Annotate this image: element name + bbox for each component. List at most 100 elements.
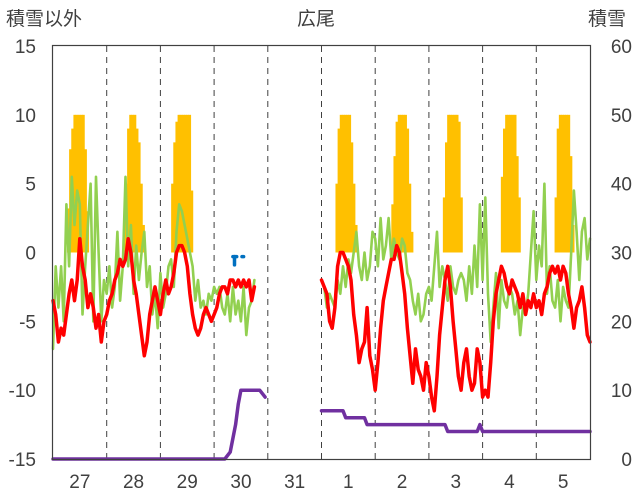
snow-bar bbox=[184, 114, 187, 253]
snow-bar bbox=[449, 114, 453, 253]
snow-bar bbox=[190, 190, 194, 253]
x-tick-label: 3 bbox=[450, 472, 461, 493]
snow-bar bbox=[554, 197, 558, 253]
x-tick-label: 29 bbox=[177, 472, 198, 493]
snow-bar bbox=[188, 114, 192, 253]
right-tick-label: 50 bbox=[611, 106, 632, 127]
series-line bbox=[319, 409, 592, 434]
snow-bar bbox=[395, 121, 399, 253]
snow-bar bbox=[558, 114, 562, 253]
snow-bar bbox=[77, 114, 81, 253]
snow-bar bbox=[565, 114, 569, 253]
snow-bar bbox=[447, 114, 450, 253]
x-tick-label: 2 bbox=[397, 472, 408, 493]
snow-bar bbox=[352, 183, 356, 253]
snow-bar bbox=[73, 114, 77, 253]
snow-bar bbox=[455, 114, 459, 253]
snow-bar bbox=[397, 114, 401, 253]
snow-bar bbox=[129, 114, 133, 253]
snow-bar bbox=[79, 114, 83, 253]
snow-bar bbox=[442, 197, 446, 253]
x-tick-label: 5 bbox=[558, 472, 569, 493]
chart-title: 広尾 bbox=[297, 8, 335, 30]
snow-bar bbox=[346, 114, 349, 253]
snow-bar bbox=[341, 114, 345, 253]
snow-bar bbox=[503, 128, 506, 253]
snow-bar bbox=[515, 156, 519, 253]
snow-bar bbox=[139, 183, 143, 253]
snow-bar bbox=[567, 114, 571, 253]
x-tick-label: 30 bbox=[230, 472, 251, 493]
x-tick-label: 28 bbox=[123, 472, 144, 493]
series-line bbox=[319, 243, 592, 413]
left-tick-label: 5 bbox=[25, 175, 36, 196]
snow-bar bbox=[457, 121, 461, 253]
right-tick-label: 20 bbox=[611, 312, 632, 333]
x-tick-label: 27 bbox=[69, 472, 90, 493]
snow-bar bbox=[75, 114, 79, 253]
snow-bar bbox=[179, 114, 183, 253]
right-axis-ticks: 60 50 40 30 20 10 0 bbox=[611, 37, 632, 471]
left-tick-label: -5 bbox=[19, 312, 36, 333]
left-axis-ticks: 15 10 5 0 -5 -10 -15 bbox=[9, 37, 36, 471]
left-tick-label: 10 bbox=[15, 106, 36, 127]
snow-bar bbox=[509, 114, 513, 253]
x-tick-label: 4 bbox=[504, 472, 515, 493]
snow-bar bbox=[335, 183, 339, 253]
snow-bar bbox=[511, 114, 515, 253]
snow-bar bbox=[171, 183, 174, 253]
snow-bar bbox=[404, 114, 407, 253]
snow-bar bbox=[186, 114, 189, 253]
snow-bar bbox=[135, 128, 139, 253]
snow-bar bbox=[518, 197, 521, 253]
snow-bar bbox=[571, 224, 575, 253]
snow-bar bbox=[500, 176, 504, 253]
snow-bar bbox=[173, 142, 177, 253]
left-tick-label: -10 bbox=[9, 381, 36, 402]
snow-bar bbox=[507, 114, 511, 253]
snow-bar bbox=[84, 149, 87, 253]
x-tick-label: 1 bbox=[343, 472, 354, 493]
snow-bar bbox=[181, 114, 185, 253]
right-tick-label: 40 bbox=[611, 175, 632, 196]
snow-bar bbox=[337, 128, 341, 253]
snow-bar bbox=[399, 114, 403, 253]
snow-bar bbox=[410, 231, 414, 253]
right-tick-label: 30 bbox=[611, 244, 632, 265]
snow-bar bbox=[451, 114, 455, 253]
data-lines bbox=[51, 175, 592, 461]
snow-bar bbox=[505, 114, 508, 253]
left-axis-label: 積雪以外 bbox=[6, 8, 82, 30]
snow-bar bbox=[453, 114, 457, 253]
left-tick-label: 15 bbox=[15, 37, 36, 58]
snow-bar bbox=[350, 142, 354, 253]
snow-bar bbox=[177, 114, 181, 253]
right-tick-label: 10 bbox=[611, 381, 632, 402]
right-axis-label: 積雪 bbox=[588, 8, 626, 30]
snow-bar bbox=[348, 114, 352, 253]
snow-bar bbox=[137, 142, 141, 253]
right-tick-label: 60 bbox=[611, 37, 632, 58]
snow-bar bbox=[133, 114, 137, 253]
snow-bar bbox=[127, 128, 130, 253]
snow-bar bbox=[460, 197, 463, 253]
right-tick-label: 0 bbox=[621, 450, 632, 471]
snow-bar bbox=[556, 128, 560, 253]
series-line bbox=[51, 175, 256, 351]
snow-bar bbox=[569, 156, 573, 253]
snow-bar bbox=[408, 183, 412, 253]
series-line bbox=[51, 236, 257, 358]
snow-bar bbox=[445, 142, 448, 253]
plot-area-border bbox=[51, 44, 592, 461]
series-line bbox=[51, 388, 267, 461]
snow-bar bbox=[131, 114, 135, 253]
snow-bar bbox=[513, 114, 517, 253]
snow-bar bbox=[561, 114, 564, 253]
snow-bar bbox=[344, 114, 347, 253]
snow-bar bbox=[406, 128, 410, 253]
x-tick-label: 31 bbox=[284, 472, 305, 493]
snow-bar bbox=[393, 156, 397, 253]
left-tick-label: 0 bbox=[25, 244, 36, 265]
snow-bar bbox=[402, 114, 405, 253]
snow-bar bbox=[81, 114, 85, 253]
